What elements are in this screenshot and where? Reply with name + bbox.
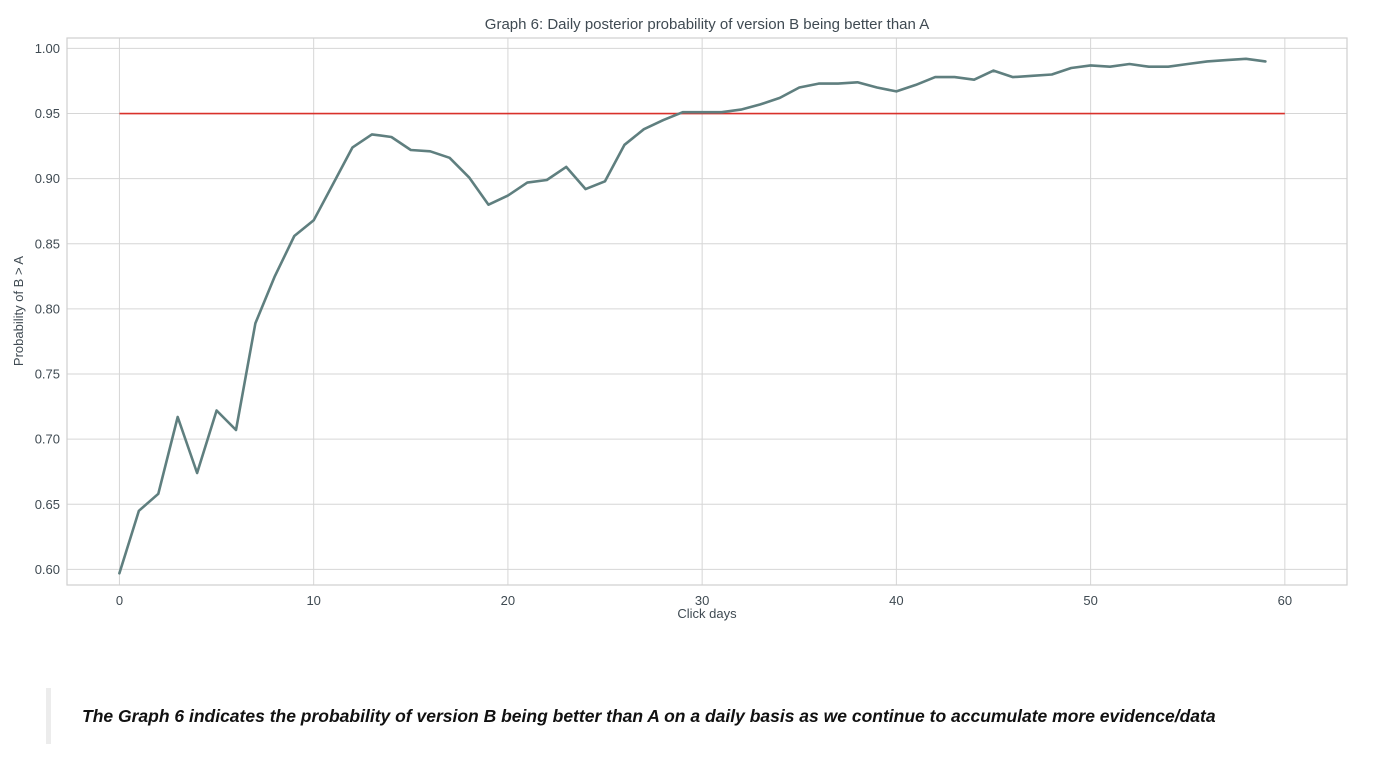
x-tick-label: 0 [116, 593, 123, 608]
y-tick-label: 0.90 [35, 171, 60, 186]
caption-block: The Graph 6 indicates the probability of… [46, 688, 1400, 744]
grid [67, 38, 1347, 585]
y-tick-label: 0.80 [35, 301, 60, 316]
y-tick-label: 0.70 [35, 432, 60, 447]
x-tick-label: 10 [306, 593, 320, 608]
y-tick-label: 0.65 [35, 497, 60, 512]
y-tick-label: 0.60 [35, 562, 60, 577]
series-line [118, 57, 1267, 575]
y-axis-label: Probability of B > A [11, 256, 26, 367]
y-axis-ticks: 0.60 0.65 0.70 0.75 0.80 0.85 0.90 0.95 1.00 [35, 41, 60, 577]
x-axis-ticks: 0 10 20 30 40 50 60 [116, 593, 1292, 608]
caption-quote-bar [46, 688, 51, 744]
x-tick-label: 40 [889, 593, 903, 608]
y-tick-label: 1.00 [35, 41, 60, 56]
plot-frame [66, 37, 1348, 586]
line-chart: 0 10 20 30 40 50 60 0.600.650.700.750.800.850.… [11, 16, 1348, 621]
chart-title: Graph 6: Daily posterior probability of … [485, 16, 929, 33]
caption-text: The Graph 6 indicates the probability of… [82, 706, 1216, 726]
y-tick-label: 0.75 [35, 367, 60, 382]
x-tick-label: 60 [1278, 593, 1292, 608]
x-tick-label: 30 [695, 593, 709, 608]
y-tick-label: 0.85 [35, 236, 60, 251]
y-tick-label: 0.95 [35, 106, 60, 121]
x-axis-label: Click days [677, 606, 737, 621]
x-tick-label: 20 [501, 593, 515, 608]
series-layer [118, 57, 1267, 575]
x-tick-label: 50 [1083, 593, 1097, 608]
